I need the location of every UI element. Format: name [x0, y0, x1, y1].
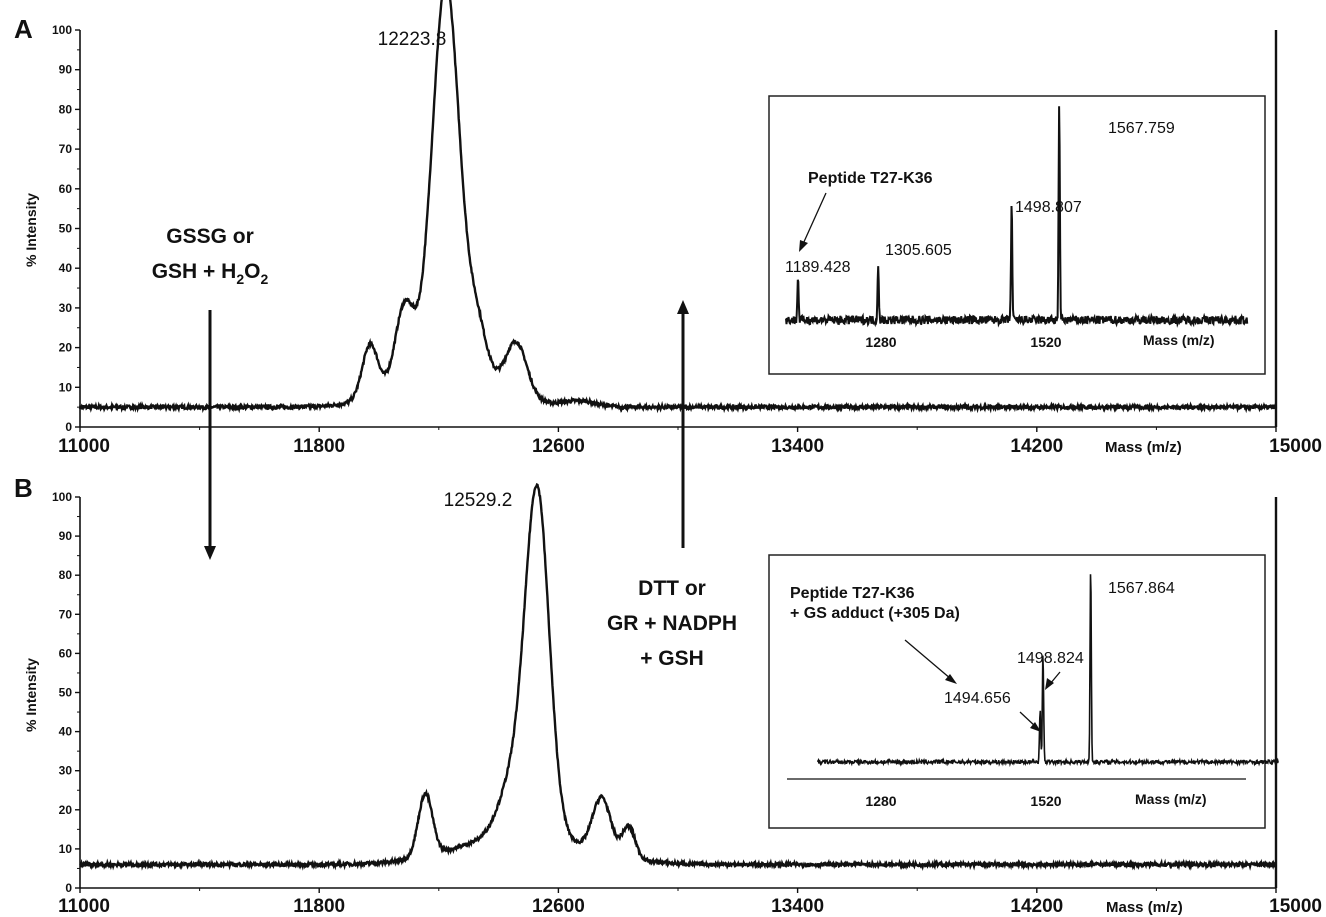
inset-a-tick-1520: 1520: [1030, 334, 1061, 350]
x-tick-label: 13400: [771, 896, 824, 917]
annotation-b-line3: + GSH: [640, 647, 704, 670]
x-tick-label: 11000: [58, 436, 110, 457]
up-arrow: [677, 300, 689, 548]
y-tick-label: 50: [59, 686, 73, 700]
y-tick-label: 20: [59, 341, 73, 355]
inset-a-peak-1567: 1567.759: [1108, 120, 1175, 137]
inset-a-peak-1189: 1189.428: [785, 259, 851, 276]
x-tick-label: 11000: [58, 896, 110, 917]
annotation-a-line1: GSSG or: [166, 225, 254, 248]
x-tick-label: 11800: [293, 436, 345, 457]
y-tick-label: 0: [65, 881, 72, 895]
spectrum-line-a: [78, 0, 1278, 414]
y-tick-label: 90: [59, 63, 73, 77]
y-tick-label: 80: [59, 568, 73, 582]
inset-b-tick-1520: 1520: [1030, 793, 1061, 809]
axes-a: 0 10 20 30 40 50 60 70 80 90 100 11000 11800 12600 134…: [52, 23, 1322, 457]
peak-label-a: 12223.8: [378, 29, 447, 50]
y-tick-label: 40: [59, 261, 73, 275]
inset-b-spectrum: [817, 574, 1279, 768]
x-tick-label: 14200: [1010, 896, 1063, 917]
inset-b-annotation-1: Peptide T27-K36: [790, 585, 915, 602]
annotation-b-line2: GR + NADPH: [607, 612, 737, 635]
y-tick-label: 70: [59, 607, 73, 621]
x-axis-label-a: Mass (m/z): [1105, 439, 1182, 456]
annotation-b-line1: DTT or: [638, 577, 706, 600]
inset-a-xlabel: Mass (m/z): [1143, 332, 1215, 348]
y-tick-label: 0: [65, 420, 72, 434]
y-tick-label: 60: [59, 182, 73, 196]
y-tick-label: 30: [59, 301, 73, 315]
inset-b-pointer-3: [1045, 671, 1061, 690]
x-tick-label: 15000: [1269, 436, 1322, 457]
inset-a-tick-1280: 1280: [865, 334, 896, 350]
x-tick-label: 11800: [293, 896, 345, 917]
inset-b-annotation-2: + GS adduct (+305 Da): [790, 605, 960, 622]
y-tick-label: 80: [59, 102, 73, 116]
inset-a: 1280 1520 Mass (m/z) 1567.759 1498.807 1…: [768, 95, 1266, 375]
inset-a-annotation: Peptide T27-K36: [808, 170, 933, 187]
axes-b: 0 10 20 30 40 50 60 70 80 90 100 11000 11800 12600 134…: [52, 490, 1322, 917]
inset-b-frame: [768, 554, 1266, 829]
panel-letter-b: B: [14, 473, 33, 503]
inset-b-tick-1280: 1280: [865, 793, 896, 809]
y-tick-label: 60: [59, 646, 73, 660]
inset-a-peak-1498: 1498.807: [1015, 199, 1082, 216]
inset-a-spectrum: [785, 106, 1249, 328]
peak-label-b: 12529.2: [444, 490, 513, 511]
y-tick-label: 100: [52, 490, 72, 504]
y-tick-label: 20: [59, 803, 73, 817]
y-tick-label: 90: [59, 529, 73, 543]
panel-b: B % Intensity 0 10 20 30 40 50 60 70 80 90 100 1100…: [14, 473, 1322, 917]
x-tick-label: 13400: [771, 436, 824, 457]
x-axis-label-b: Mass (m/z): [1106, 899, 1183, 916]
inset-b-peak-1494: 1494.656: [944, 690, 1011, 707]
inset-b-xlabel: Mass (m/z): [1135, 791, 1207, 807]
panel-letter-a: A: [14, 14, 33, 44]
x-tick-label: 15000: [1269, 896, 1322, 917]
panel-a: A % Intensity 0 10 20 30 40 50 60 70 80 90 100 1100…: [14, 0, 1322, 560]
inset-b: 1280 1520 Mass (m/z) 1567.864 1498.824 1…: [768, 554, 1279, 829]
down-arrow: [204, 310, 216, 560]
y-axis-label-a: % Intensity: [23, 193, 39, 267]
y-tick-label: 10: [59, 842, 73, 856]
y-tick-label: 50: [59, 222, 73, 236]
y-axis-label-b: % Intensity: [23, 658, 39, 732]
inset-b-pointer-2: [1019, 711, 1041, 732]
inset-b-peak-1567: 1567.864: [1108, 580, 1175, 597]
x-tick-label: 12600: [532, 436, 585, 457]
y-tick-label: 30: [59, 764, 73, 778]
y-tick-label: 40: [59, 725, 73, 739]
y-tick-label: 100: [52, 23, 72, 37]
x-tick-label: 12600: [532, 896, 585, 917]
inset-a-peak-1305: 1305.605: [885, 242, 952, 259]
x-tick-label: 14200: [1010, 436, 1063, 457]
inset-a-frame: [768, 95, 1266, 375]
annotation-a-line2: GSH + H2O2: [152, 260, 269, 287]
spectrum-line-b: [79, 482, 1278, 872]
inset-b-peak-1498: 1498.824: [1017, 650, 1084, 667]
y-tick-label: 70: [59, 142, 73, 156]
inset-b-pointer-1: [904, 639, 957, 684]
y-tick-label: 10: [59, 380, 73, 394]
inset-a-pointer: [799, 192, 827, 252]
